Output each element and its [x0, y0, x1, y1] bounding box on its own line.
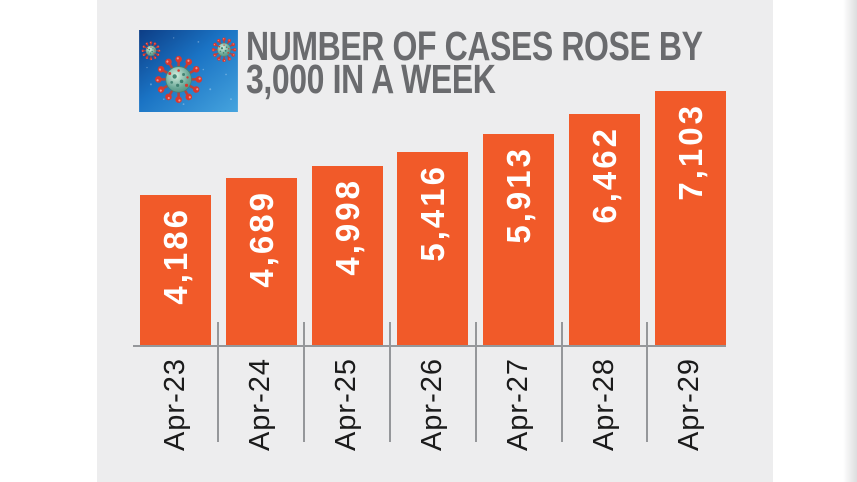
x-axis-label-apr-26: Apr-26	[415, 358, 448, 452]
bar-apr-29: 7,103	[654, 91, 726, 345]
bar-value-label: 5,416	[414, 164, 452, 262]
bar-apr-23: 4,186	[140, 195, 211, 345]
bar-apr-27: 5,913	[483, 134, 555, 345]
bar-apr-28: 6,462	[569, 114, 640, 345]
bar-apr-26: 5,416	[397, 152, 469, 345]
bar-value-label: 4,186	[157, 207, 194, 305]
coronavirus-image	[139, 30, 238, 112]
bar-value-label: 4,998	[328, 178, 366, 276]
x-axis-tick	[560, 322, 563, 442]
bar-value-label: 6,462	[586, 126, 623, 224]
x-axis-tick	[646, 322, 649, 442]
x-axis-label-apr-28: Apr-28	[587, 358, 620, 452]
x-axis-tick	[217, 322, 220, 442]
x-axis-tick	[474, 322, 477, 442]
x-axis-label-apr-24: Apr-24	[244, 358, 277, 452]
x-axis-label-apr-23: Apr-23	[158, 358, 191, 452]
x-axis-tick	[303, 322, 306, 442]
x-axis-label-apr-29: Apr-29	[673, 358, 706, 452]
bar-value-label: 4,689	[242, 190, 280, 288]
chart-title-line2: 3,000 IN A WEEK	[246, 56, 496, 102]
bar-apr-25: 4,998	[311, 166, 383, 345]
bar-value-label: 5,913	[500, 146, 538, 244]
x-axis-line	[133, 345, 726, 347]
edge-shading	[843, 0, 857, 482]
chart-title: NUMBER OF CASES ROSE BY 3,000 IN A WEEK	[246, 23, 766, 102]
x-axis-label-apr-25: Apr-25	[330, 358, 363, 452]
x-axis-tick	[389, 322, 391, 442]
bar-apr-24: 4,689	[225, 178, 297, 345]
x-axis-label-apr-27: Apr-27	[501, 358, 534, 452]
chart-title-line1: NUMBER OF CASES ROSE BY	[246, 23, 703, 69]
bar-value-label: 7,103	[671, 103, 709, 201]
